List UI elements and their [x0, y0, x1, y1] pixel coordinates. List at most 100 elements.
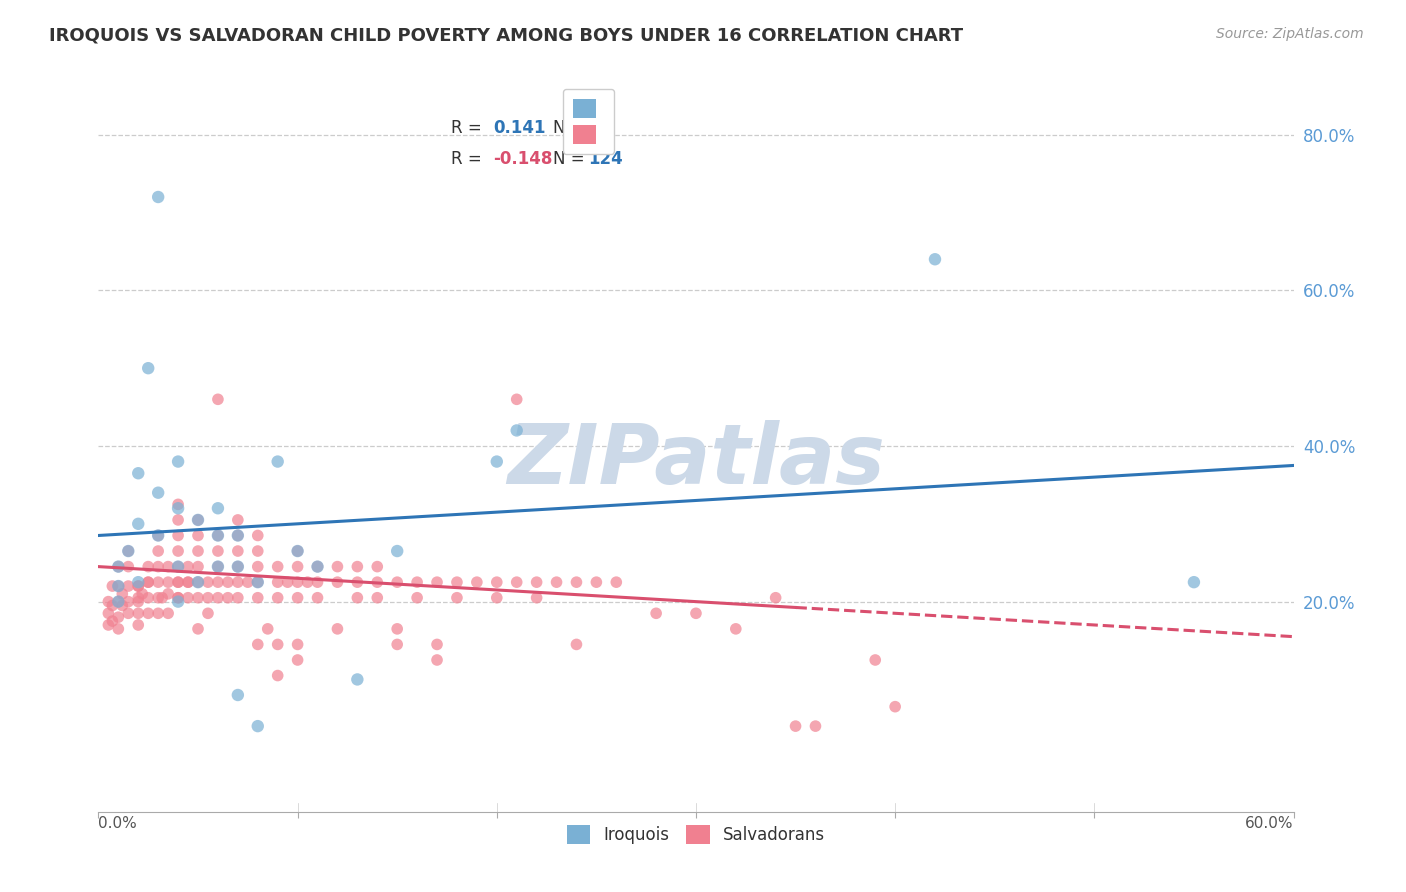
Point — [107, 559, 129, 574]
Point — [226, 513, 249, 527]
Text: N =: N = — [553, 119, 589, 136]
Point — [167, 575, 190, 590]
Point — [465, 575, 488, 590]
Point — [107, 622, 129, 636]
Point — [207, 559, 229, 574]
Point — [685, 607, 707, 621]
Point — [406, 575, 429, 590]
Point — [127, 594, 149, 608]
Point — [167, 528, 190, 542]
Point — [148, 190, 170, 204]
Point — [346, 559, 368, 574]
Legend: Iroquois, Salvadorans: Iroquois, Salvadorans — [560, 818, 832, 851]
Point — [226, 528, 249, 542]
Point — [246, 559, 269, 574]
Point — [506, 424, 529, 438]
Point — [724, 622, 747, 636]
Point — [287, 575, 309, 590]
Text: IROQUOIS VS SALVADORAN CHILD POVERTY AMONG BOYS UNDER 16 CORRELATION CHART: IROQUOIS VS SALVADORAN CHILD POVERTY AMO… — [49, 27, 963, 45]
Point — [101, 579, 124, 593]
Point — [226, 559, 249, 574]
Point — [97, 618, 120, 632]
Point — [167, 591, 190, 605]
Text: N =: N = — [553, 150, 589, 168]
Point — [167, 513, 190, 527]
Point — [226, 559, 249, 574]
Point — [307, 559, 329, 574]
Point — [117, 544, 139, 558]
Point — [246, 719, 269, 733]
Point — [136, 575, 159, 590]
Point — [177, 591, 200, 605]
Point — [267, 637, 290, 651]
Point — [117, 594, 139, 608]
Point — [101, 599, 124, 613]
Point — [148, 559, 170, 574]
Point — [107, 579, 129, 593]
Point — [187, 591, 209, 605]
Point — [804, 719, 827, 733]
Point — [167, 454, 190, 468]
Point — [150, 591, 173, 605]
Point — [167, 544, 190, 558]
Point — [207, 559, 229, 574]
Text: 0.0%: 0.0% — [98, 815, 138, 830]
Point — [924, 252, 946, 267]
Point — [187, 544, 209, 558]
Point — [97, 607, 120, 621]
Point — [385, 637, 409, 651]
Point — [148, 591, 170, 605]
Point — [117, 607, 139, 621]
Point — [167, 575, 190, 590]
Text: ZIPatlas: ZIPatlas — [508, 420, 884, 501]
Point — [148, 607, 170, 621]
Text: 34: 34 — [589, 119, 612, 136]
Point — [246, 528, 269, 542]
Point — [167, 497, 190, 511]
Point — [246, 591, 269, 605]
Point — [167, 559, 190, 574]
Point — [148, 544, 170, 558]
Point — [406, 591, 429, 605]
Point — [267, 668, 290, 682]
Point — [187, 575, 209, 590]
Text: 124: 124 — [589, 150, 623, 168]
Point — [236, 575, 259, 590]
Point — [207, 392, 229, 407]
Point — [117, 579, 139, 593]
Point — [177, 575, 200, 590]
Point — [187, 513, 209, 527]
Point — [157, 607, 180, 621]
Point — [246, 637, 269, 651]
Point — [565, 637, 588, 651]
Point — [307, 575, 329, 590]
Point — [136, 607, 159, 621]
Point — [446, 591, 468, 605]
Point — [97, 594, 120, 608]
Point — [197, 607, 219, 621]
Point — [107, 594, 129, 608]
Point — [485, 575, 508, 590]
Point — [267, 591, 290, 605]
Point — [287, 559, 309, 574]
Point — [287, 544, 309, 558]
Point — [187, 622, 209, 636]
Point — [187, 528, 209, 542]
Point — [148, 575, 170, 590]
Point — [385, 575, 409, 590]
Point — [785, 719, 807, 733]
Point — [485, 591, 508, 605]
Point — [157, 587, 180, 601]
Point — [446, 575, 468, 590]
Point — [111, 599, 134, 613]
Point — [111, 587, 134, 601]
Point — [326, 622, 349, 636]
Point — [426, 653, 449, 667]
Point — [101, 614, 124, 628]
Point — [136, 361, 159, 376]
Point — [267, 559, 290, 574]
Point — [346, 591, 368, 605]
Point — [207, 501, 229, 516]
Point — [207, 528, 229, 542]
Point — [207, 544, 229, 558]
